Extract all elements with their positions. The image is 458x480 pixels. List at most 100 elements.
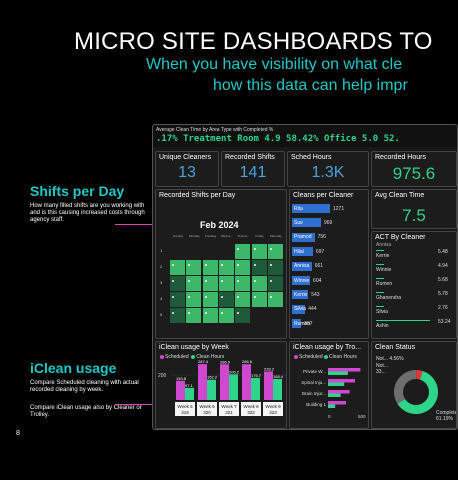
kpi-value: 141	[239, 164, 267, 181]
calendar-day-cell	[267, 260, 283, 275]
cleaner-name: Annisa	[294, 263, 310, 270]
calendar-day-cell	[170, 260, 185, 275]
iclean-usage-by-week-card[interactable]: iClean usage by Week Scheduled Clean Hou…	[155, 341, 287, 429]
week-label: Week 7	[221, 404, 237, 409]
calendar-day-cell	[235, 292, 251, 307]
calendar-day-marker	[269, 264, 272, 266]
calendar-day-cell	[235, 276, 251, 291]
cleaner-bar	[292, 218, 321, 228]
act-rows: Kerrie 5.48 Winnie 4.94 Rumen 5.68 Ghanendra 5.…	[372, 248, 456, 338]
calendar-day-marker	[237, 312, 240, 314]
calendar-day-marker	[172, 280, 174, 282]
calendar-day-marker	[269, 248, 272, 250]
calendar-day-cell	[267, 244, 283, 259]
scheduled-bar	[264, 371, 273, 400]
cleaner-value: 604	[313, 277, 322, 284]
calendar-week-label: 4	[160, 296, 163, 301]
calendar-day-cell	[219, 244, 234, 259]
calendar-day-cell	[218, 308, 234, 323]
clean-status-donut	[394, 370, 438, 414]
clean-bar	[273, 378, 282, 400]
act-by-cleaner-title: ACT By Cleaner	[375, 234, 426, 241]
calendar-day-marker	[237, 296, 240, 298]
calendar-day-marker	[188, 280, 191, 282]
ticker-banner: Average Clean Time by Area Type with Com…	[153, 125, 457, 147]
week-label: Week 5	[177, 404, 193, 409]
calendar-day-header: Thursd...	[237, 234, 250, 238]
kpi-value: 1.3K	[311, 164, 345, 181]
act-by-cleaner-card[interactable]: ACT By Cleaner Annisa Kerrie 5.48 Winnie 4.…	[371, 231, 457, 339]
kpi-value: 13	[178, 164, 196, 181]
calendar-day-cell	[267, 276, 283, 291]
status-label-not: Not... 4.56%	[376, 356, 404, 362]
kpi-recorded-shifts[interactable]: Recorded Shifts 141	[221, 151, 285, 187]
avg-clean-time-value: 7.5	[402, 206, 426, 225]
calendar-day-cell	[218, 292, 234, 307]
act-value: 5.68	[438, 277, 448, 283]
iclean-trolley-legend: Scheduled Clean Hours	[294, 354, 357, 360]
week-label: Week 8	[243, 404, 259, 409]
calendar-day-marker	[269, 296, 272, 298]
calendar-day-cell	[186, 244, 201, 259]
trolley-x-tick: 500	[358, 414, 366, 419]
cleaner-value: 697	[315, 248, 325, 255]
week-code: 320	[203, 410, 211, 415]
clean-status-card[interactable]: Clean Status Not... 4.56% Not... 33... C…	[371, 341, 457, 429]
week-label-box	[241, 402, 261, 416]
kpi-sched-hours[interactable]: Sched Hours 1.3K	[287, 151, 369, 187]
calendar-day-cell	[268, 308, 283, 323]
status-label-completed: Completed 61.19%	[436, 410, 456, 422]
trolley-x-tick: 0	[328, 414, 331, 419]
act-name: Silvia	[376, 309, 388, 315]
calendar-day-cell	[202, 276, 218, 291]
avg-clean-time-card[interactable]: Avg Clean Time 7.5	[371, 189, 457, 229]
act-name: Winnie	[376, 267, 392, 273]
calendar-day-cell	[186, 260, 202, 275]
scheduled-bar	[176, 380, 185, 400]
calendar-month: Feb 2024	[200, 220, 239, 230]
clean-bar	[229, 374, 238, 400]
iclean-usage-by-trolley-card[interactable]: iClean usage by Tro... Scheduled Clean H…	[289, 341, 369, 429]
calendar-day-cell	[202, 308, 218, 323]
calendar-day-cell	[203, 244, 218, 259]
trolley-name: Building 1	[306, 402, 326, 407]
calendar-day-marker	[253, 248, 256, 250]
calendar-day-cell	[218, 276, 234, 291]
act-name: Rumen	[376, 281, 393, 287]
calendar-day-marker	[237, 280, 240, 282]
cleans-per-cleaner-bars: Rita 1271 Sue 969 Pramod 756 Hilal 697 Annisa 661…	[290, 204, 368, 338]
week-code: 319	[181, 410, 189, 415]
cleans-per-cleaner-card[interactable]: Cleans per Cleaner Rita 1271 Sue 969 Pramod 7…	[289, 189, 369, 339]
cleaner-bar	[292, 247, 313, 257]
calendar-day-marker	[220, 296, 223, 298]
cleaner-value: 661	[314, 263, 324, 270]
legend-clean-swatch	[191, 354, 196, 359]
calendar-day-marker	[253, 280, 256, 282]
calendar-day-marker	[188, 296, 191, 298]
cleaner-name: Sue	[294, 219, 303, 226]
clean-label: 97.1	[185, 383, 194, 388]
kpi-recorded-hours[interactable]: Recorded Hours 975.6	[371, 151, 457, 187]
act-bar	[376, 292, 384, 293]
clean-label: 176.7	[251, 373, 262, 378]
recorded-shifts-per-day-card[interactable]: Recorded Shifts per Day Feb 2024 Sunday M…	[155, 189, 287, 339]
iclean-trolley-chart: Private W... Spinal Inju... Brain Injur...…	[301, 368, 366, 419]
iclean-trolley-title: iClean usage by Tro...	[293, 344, 362, 351]
kpi-unique-cleaners[interactable]: Unique Cleaners 13	[155, 151, 219, 187]
calendar-week-label: 1	[160, 248, 163, 253]
calendar-day-marker	[204, 264, 207, 266]
page-number: 8	[16, 430, 20, 437]
calendar-day-cell	[251, 276, 267, 291]
section-heading-iclean: iClean usage	[30, 360, 117, 376]
calendar-day-cell	[186, 292, 202, 307]
calendar-day-marker	[204, 280, 207, 282]
calendar-day-marker	[220, 264, 223, 266]
week-label-box	[219, 402, 239, 416]
week-label-box	[175, 402, 195, 416]
act-bar	[376, 306, 384, 307]
act-value: 4.94	[438, 263, 448, 269]
section-text-iclean: Compare Scheduled cleaning with actual r…	[30, 380, 139, 393]
calendar-day-marker	[253, 296, 256, 298]
calendar-week-label: 3	[160, 280, 163, 285]
